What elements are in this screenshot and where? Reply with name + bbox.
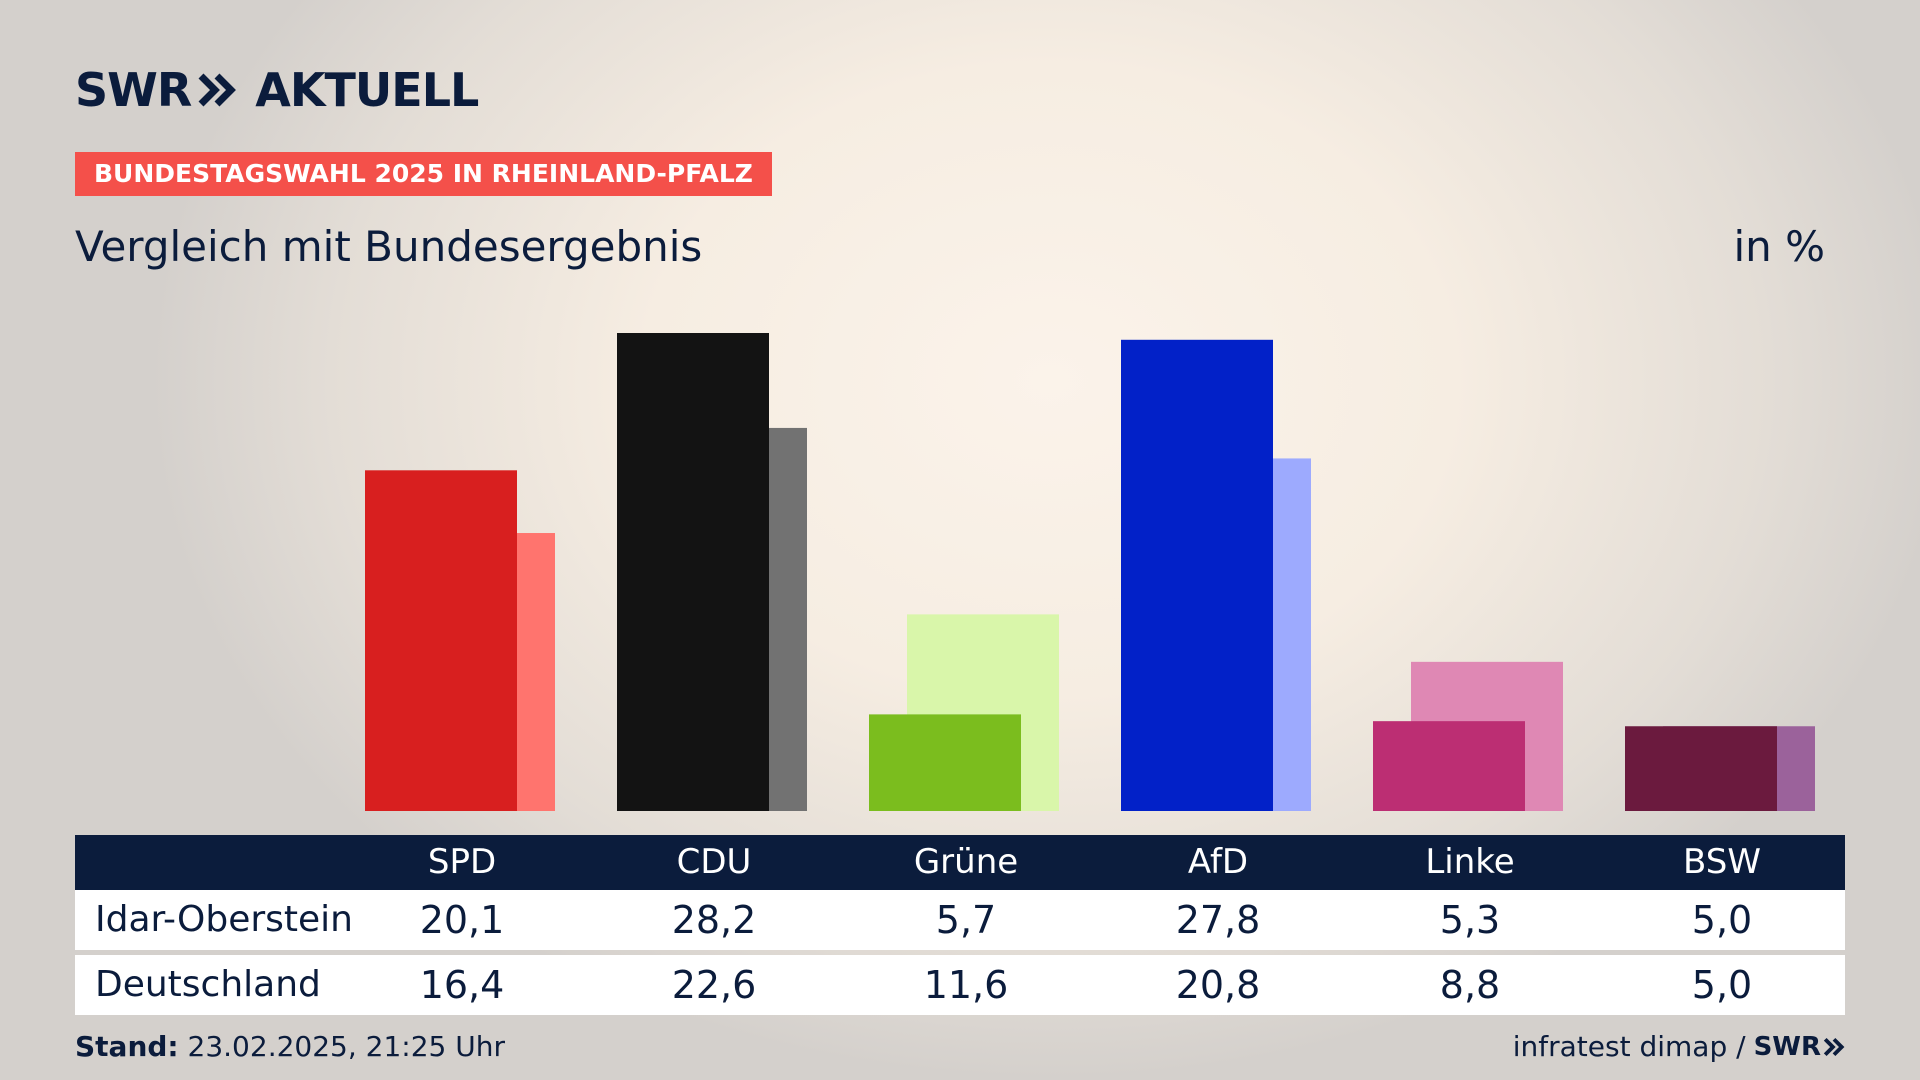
bar-idar-oberstein-cdu <box>617 333 769 811</box>
bar-idar-oberstein-bsw <box>1625 726 1777 811</box>
cell-deutschland-bsw: 5,0 <box>1691 963 1753 1007</box>
results-table: SPD CDU Grüne AfD Linke BSW Idar-Oberstein 20… <box>75 835 1845 1015</box>
bar-idar-oberstein-gruene <box>869 714 1021 811</box>
unit-label: in % <box>1733 222 1825 271</box>
swr-aktuell-logo: SWR AKTUELL <box>75 63 479 117</box>
cell-idar-oberstein-spd: 20,1 <box>419 898 505 942</box>
row-label-idar-oberstein: Idar-Oberstein <box>95 899 353 940</box>
table-row: Idar-Oberstein 20,1 28,2 5,7 27,8 5,3 5,0 <box>75 890 1845 950</box>
column-header-spd: SPD <box>427 842 497 882</box>
column-header-bsw: BSW <box>1683 842 1761 882</box>
swr-mini-logo: SWR <box>1754 1032 1845 1062</box>
cell-idar-oberstein-cdu: 28,2 <box>671 898 757 942</box>
column-header-cdu: CDU <box>676 842 752 882</box>
column-header-linke: Linke <box>1425 842 1515 882</box>
cell-deutschland-afd: 20,8 <box>1175 963 1261 1007</box>
cell-deutschland-gruene: 11,6 <box>923 963 1009 1007</box>
bar-idar-oberstein-afd <box>1121 339 1273 811</box>
logo-swr-text: SWR <box>75 63 192 117</box>
column-header-afd: AfD <box>1187 842 1249 882</box>
double-chevron-right-icon <box>1823 1037 1845 1056</box>
chart-subtitle: Vergleich mit Bundesergebnis <box>75 222 703 271</box>
cell-idar-oberstein-gruene: 5,7 <box>935 898 997 942</box>
cell-deutschland-linke: 8,8 <box>1439 963 1501 1007</box>
row-label-deutschland: Deutschland <box>95 964 321 1005</box>
source-credit: infratest dimap / SWR <box>1513 1030 1845 1063</box>
column-header-gruene: Grüne <box>913 842 1019 882</box>
cell-idar-oberstein-bsw: 5,0 <box>1691 898 1753 942</box>
stand-label: Stand: <box>75 1030 179 1063</box>
source-text: infratest dimap / <box>1512 1030 1746 1063</box>
timestamp: Stand: 23.02.2025, 21:25 Uhr <box>75 1030 505 1063</box>
election-tagline: BUNDESTAGSWAHL 2025 IN RHEINLAND-PFALZ <box>75 152 772 196</box>
bar-idar-oberstein-spd <box>365 470 517 811</box>
logo-aktuell-text: AKTUELL <box>255 63 479 117</box>
cell-deutschland-cdu: 22,6 <box>671 963 757 1007</box>
bar-idar-oberstein-linke <box>1373 721 1525 811</box>
mini-logo-text: SWR <box>1753 1031 1821 1062</box>
cell-idar-oberstein-linke: 5,3 <box>1439 898 1501 942</box>
cell-deutschland-spd: 16,4 <box>419 963 505 1007</box>
double-chevron-right-icon <box>197 72 237 108</box>
table-row: Deutschland 16,4 22,6 11,6 20,8 8,8 5,0 <box>75 955 1845 1015</box>
stand-value: 23.02.2025, 21:25 Uhr <box>187 1030 505 1063</box>
table-header: SPD CDU Grüne AfD Linke BSW <box>75 835 1845 890</box>
cell-idar-oberstein-afd: 27,8 <box>1175 898 1261 942</box>
bar-chart <box>365 333 1815 811</box>
